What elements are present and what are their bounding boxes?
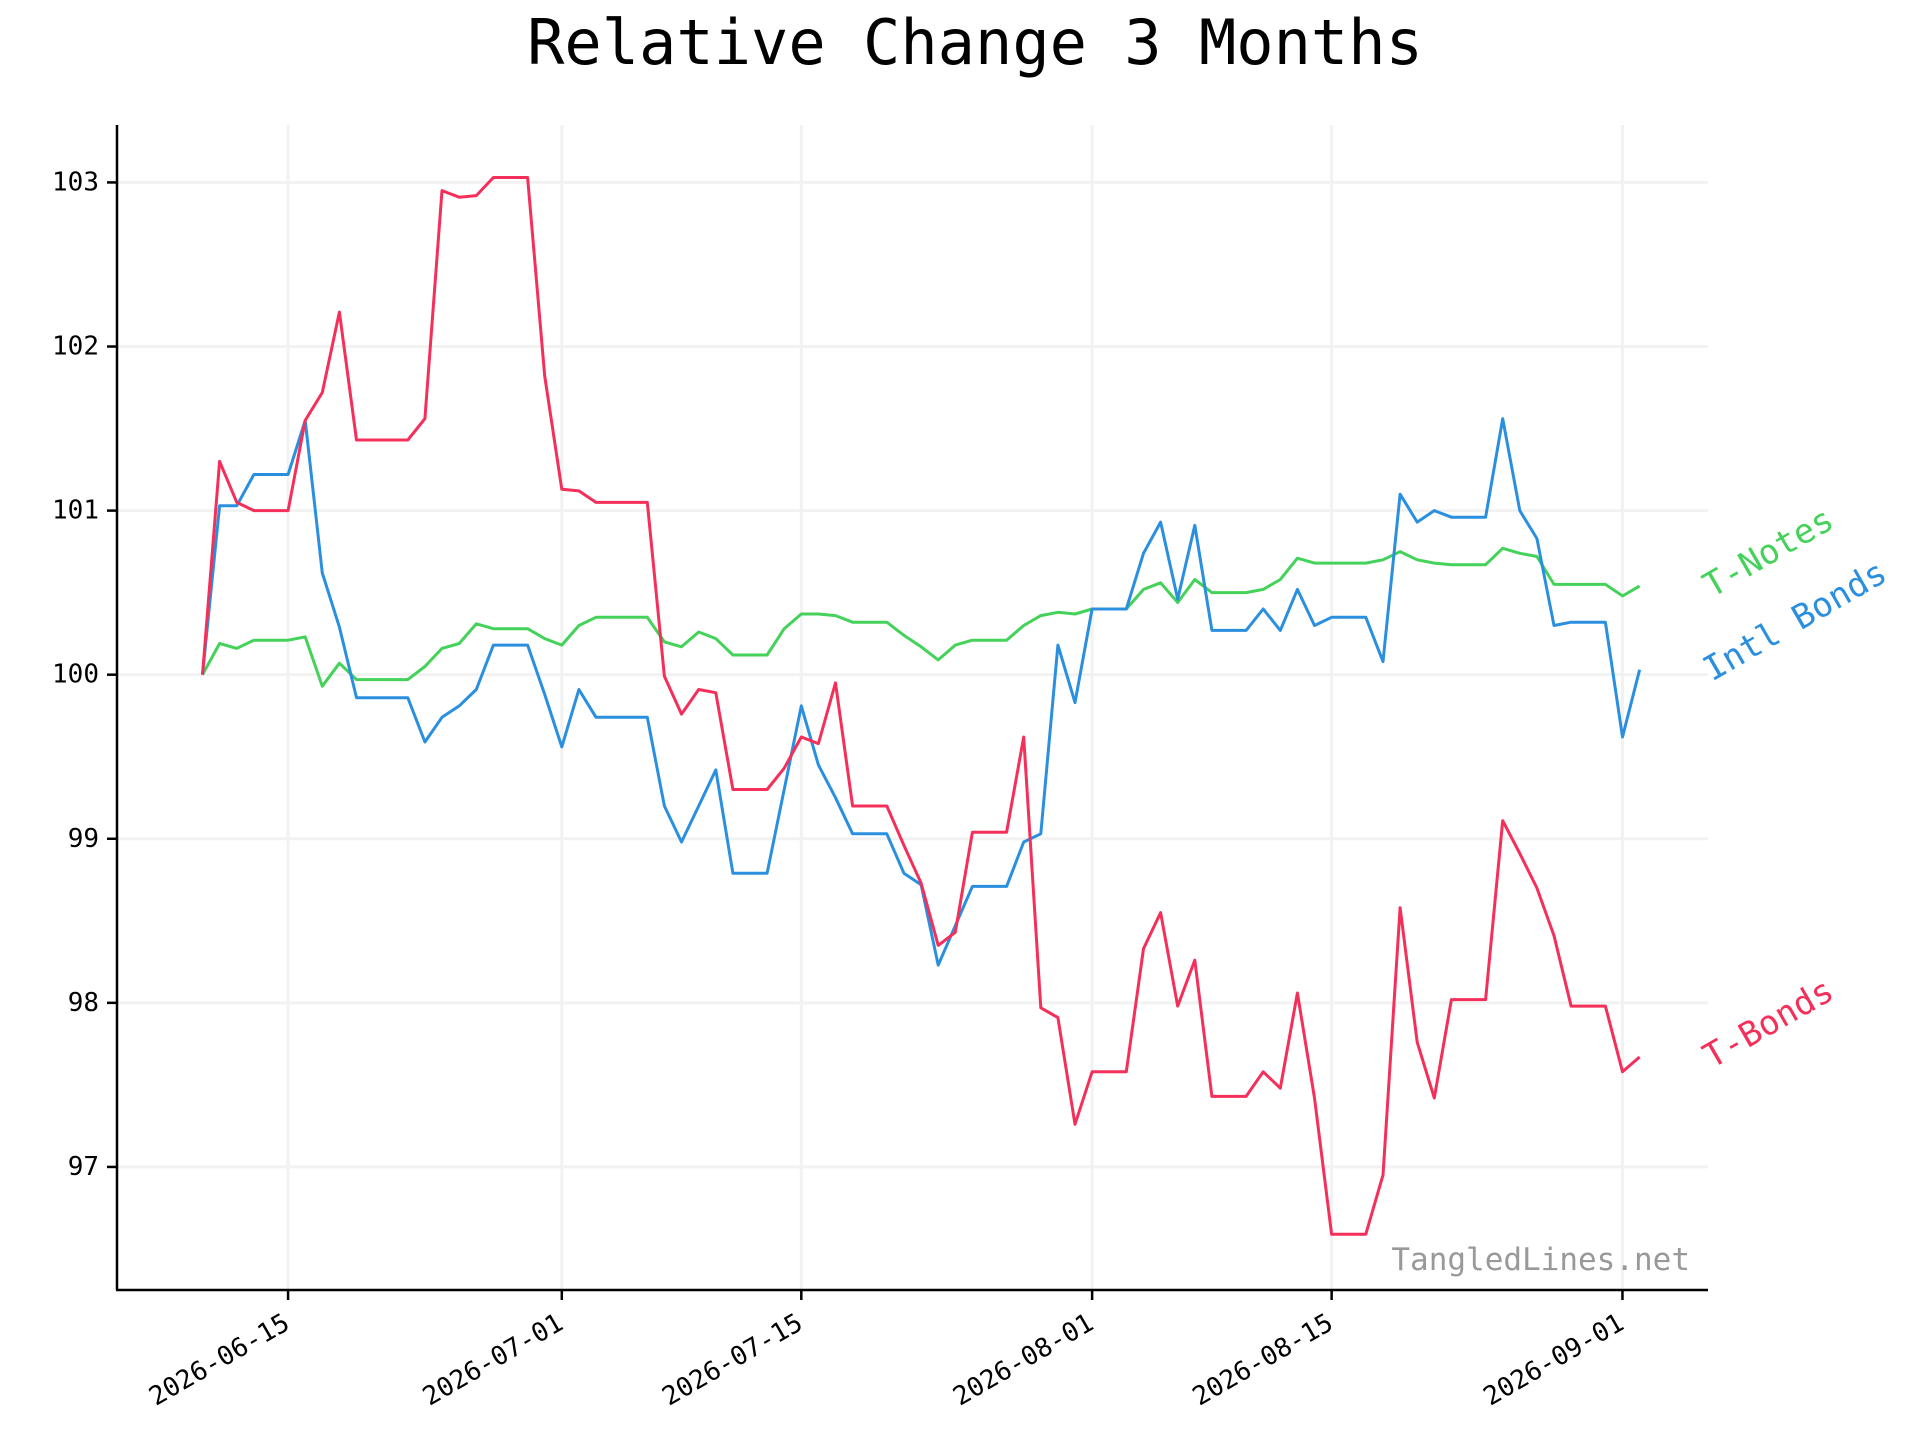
x-axis-ticks: 2026-06-15 2026-07-01 2026-07-15 2026-08-01… <box>144 1290 1629 1412</box>
x-tick-label: 2026-07-01 <box>418 1308 569 1412</box>
y-tick-label: 98 <box>68 988 99 1018</box>
x-tick-label: 2026-08-15 <box>1188 1308 1339 1412</box>
series-line-t-bonds <box>201 176 1641 1236</box>
x-tick-label: 2026-09-01 <box>1479 1308 1630 1412</box>
x-tick-label: 2026-08-01 <box>948 1308 1099 1412</box>
x-tick-label: 2026-07-15 <box>657 1308 808 1412</box>
y-tick-label: 99 <box>68 824 99 854</box>
x-tick-label: 2026-06-15 <box>144 1308 295 1412</box>
y-tick-label: 97 <box>68 1152 99 1182</box>
series-line-t-notes <box>201 546 1641 688</box>
y-tick-label: 101 <box>52 496 99 526</box>
y-axis-ticks: 97 98 99 100 101 102 103 <box>52 167 117 1182</box>
series-label-t-bonds: T-Bonds <box>1697 971 1841 1077</box>
chart-title: Relative Change 3 Months <box>527 6 1423 79</box>
series-lines <box>201 176 1642 1236</box>
axes <box>115 125 1708 1292</box>
watermark: TangledLines.net <box>1391 1242 1690 1278</box>
y-tick-label: 102 <box>52 332 99 362</box>
y-tick-label: 103 <box>52 167 99 197</box>
y-tick-label: 100 <box>52 660 99 690</box>
grid-lines <box>117 125 1708 1290</box>
